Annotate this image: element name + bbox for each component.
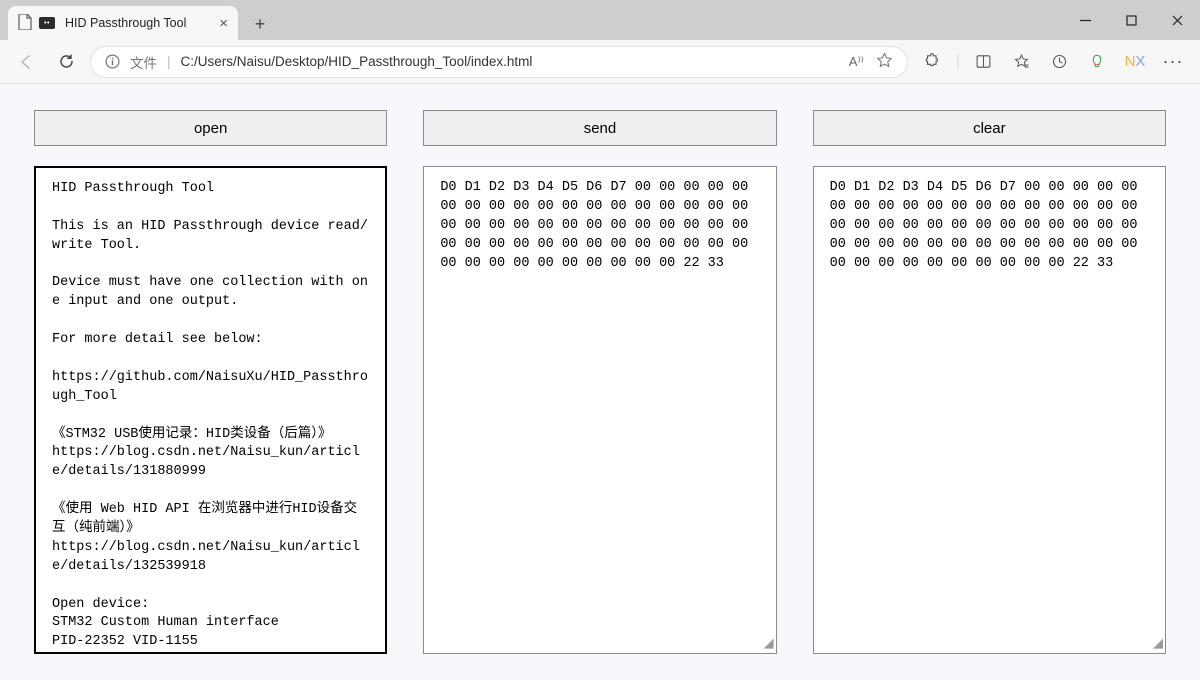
new-tab-button[interactable]: + xyxy=(244,8,276,40)
address-url: C:/Users/Naisu/Desktop/HID_Passthrough_T… xyxy=(181,54,533,69)
minimize-button[interactable] xyxy=(1062,0,1108,40)
tab-title: HID Passthrough Tool xyxy=(65,16,186,30)
column-log: open HID Passthrough Tool This is an HID… xyxy=(34,110,387,654)
send-button[interactable]: send xyxy=(423,110,776,146)
performance-icon[interactable] xyxy=(1080,45,1114,79)
log-panel: HID Passthrough Tool This is an HID Pass… xyxy=(34,166,387,654)
column-recv: clear ◢ xyxy=(813,110,1166,654)
favorite-icon[interactable] xyxy=(876,52,893,72)
close-tab-icon[interactable]: × xyxy=(219,15,228,32)
history-icon[interactable] xyxy=(1042,45,1076,79)
profile-icon[interactable]: NX xyxy=(1118,45,1152,79)
page-content: open HID Passthrough Tool This is an HID… xyxy=(0,84,1200,680)
read-aloud-icon[interactable]: A⁾⁾ xyxy=(849,54,864,70)
send-panel: ◢ xyxy=(423,166,776,654)
recv-textarea[interactable] xyxy=(814,167,1165,653)
clear-button[interactable]: clear xyxy=(813,110,1166,146)
window-titlebar: •• HID Passthrough Tool × + xyxy=(0,0,1200,40)
split-screen-icon[interactable] xyxy=(966,45,1000,79)
address-bar[interactable]: 文件 | C:/Users/Naisu/Desktop/HID_Passthro… xyxy=(90,46,908,78)
extensions-icon[interactable] xyxy=(916,45,950,79)
refresh-button[interactable] xyxy=(50,46,82,78)
recv-panel: ◢ xyxy=(813,166,1166,654)
address-type-label: 文件 xyxy=(130,52,157,72)
back-button xyxy=(10,46,42,78)
log-textarea[interactable]: HID Passthrough Tool This is an HID Pass… xyxy=(36,168,385,652)
file-icon xyxy=(18,14,32,33)
open-button[interactable]: open xyxy=(34,110,387,146)
address-separator: | xyxy=(167,54,171,69)
send-textarea[interactable] xyxy=(424,167,775,653)
browser-tab[interactable]: •• HID Passthrough Tool × xyxy=(8,6,238,40)
close-window-button[interactable] xyxy=(1154,0,1200,40)
favorites-list-icon[interactable] xyxy=(1004,45,1038,79)
column-send: send ◢ xyxy=(423,110,776,654)
window-controls xyxy=(1062,0,1200,40)
more-menu-icon[interactable]: ··· xyxy=(1156,45,1190,79)
site-info-icon[interactable] xyxy=(105,54,120,69)
toolbar-divider: | xyxy=(956,53,960,71)
browser-toolbar: 文件 | C:/Users/Naisu/Desktop/HID_Passthro… xyxy=(0,40,1200,84)
favicon-icon: •• xyxy=(39,17,55,29)
maximize-button[interactable] xyxy=(1108,0,1154,40)
